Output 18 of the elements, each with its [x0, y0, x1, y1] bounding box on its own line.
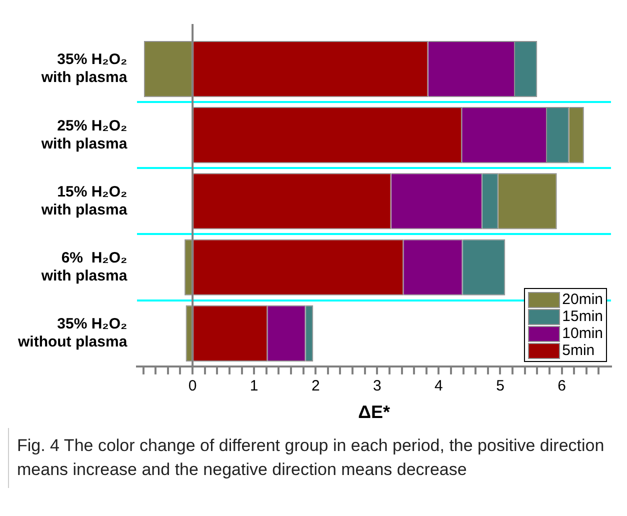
- y-tick-label: 25% H₂O₂ with plasma: [40, 117, 128, 152]
- x-tick-label: 1: [250, 378, 258, 395]
- y-tick-label: 35% H₂O₂ with plasma: [40, 51, 128, 86]
- legend-label: 20min: [562, 291, 603, 308]
- y-tick-label: 35% H₂O₂ without plasma: [16, 316, 128, 350]
- legend-label: 15min: [562, 308, 603, 325]
- y-tick-label: 6% H₂O₂ with plasma: [40, 249, 128, 284]
- y-tick-label: 15% H₂O₂ with plasma: [40, 183, 128, 218]
- caption: Fig. 4 The color change of different group in each period, the positive direction means increase and the negative direction means decrease: [8, 428, 619, 488]
- x-tick-label: 4: [434, 378, 443, 395]
- x-tick-label: 6: [558, 378, 566, 395]
- x-axis-title: ΔE*: [358, 402, 390, 422]
- legend-label: 10min: [562, 325, 603, 342]
- x-tick-label: 0: [188, 378, 197, 395]
- x-tick-label: 3: [372, 378, 382, 395]
- x-tick-label: 2: [311, 378, 320, 395]
- x-tick-label: 5: [496, 378, 504, 395]
- legend-label: 5min: [562, 342, 595, 359]
